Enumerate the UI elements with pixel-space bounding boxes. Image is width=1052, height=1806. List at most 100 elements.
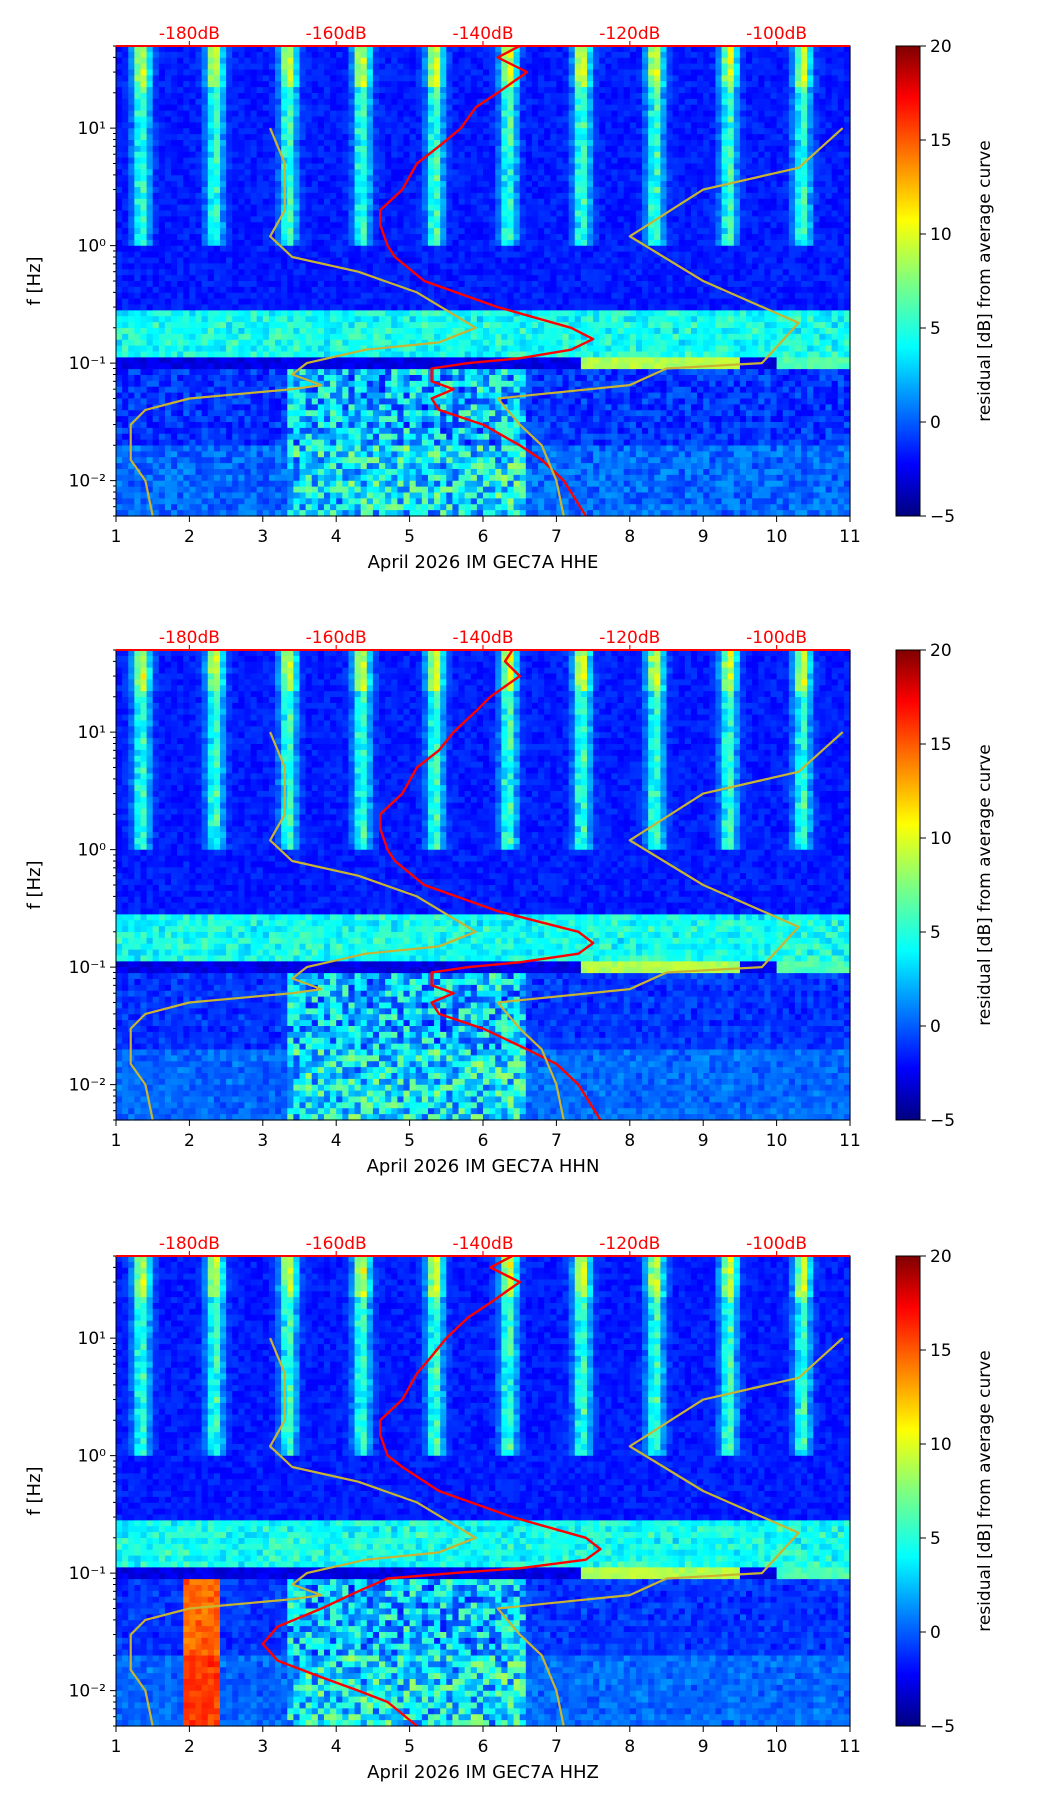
heatmap-cell — [122, 257, 129, 264]
heatmap-cell — [287, 175, 294, 182]
heatmap-cell — [244, 93, 252, 100]
heatmap-cell — [158, 128, 166, 135]
heatmap-cell — [721, 216, 729, 223]
heatmap-cell — [489, 157, 496, 165]
heatmap-cell — [507, 104, 515, 112]
heatmap-cell — [519, 57, 527, 65]
heatmap-cell — [684, 192, 692, 200]
heatmap-cell — [648, 98, 655, 106]
heatmap-cell — [678, 257, 686, 264]
heatmap-cell — [684, 216, 692, 223]
heatmap-cell — [660, 87, 668, 94]
heatmap-cell — [727, 122, 735, 129]
heatmap-cell — [421, 157, 429, 165]
heatmap-cell — [770, 222, 778, 229]
heatmap-cell — [195, 216, 203, 223]
heatmap-cell — [287, 81, 294, 88]
heatmap-cell — [330, 57, 337, 65]
heatmap-cell — [629, 116, 637, 123]
heatmap-cell — [635, 222, 643, 229]
heatmap-cell — [409, 275, 417, 282]
heatmap-cell — [831, 51, 839, 59]
heatmap-cell — [305, 69, 313, 76]
heatmap-cell — [635, 145, 643, 153]
heatmap-cell — [782, 192, 790, 200]
heatmap-cell — [268, 251, 276, 259]
heatmap-cell — [507, 151, 515, 159]
heatmap-cell — [452, 263, 460, 270]
heatmap-cell — [409, 81, 417, 88]
heatmap-cell — [825, 275, 833, 282]
heatmap-cell — [648, 222, 655, 229]
heatmap-cell — [519, 216, 527, 223]
heatmap-cell — [544, 257, 551, 264]
heatmap-cell — [421, 87, 429, 94]
heatmap-cell — [360, 192, 368, 200]
heatmap-cell — [690, 63, 698, 71]
heatmap-cell — [409, 98, 417, 106]
heatmap-cell — [379, 93, 386, 100]
heatmap-cell — [226, 116, 233, 123]
heatmap-cell — [666, 263, 674, 270]
heatmap-cell — [538, 51, 545, 59]
heatmap-cell — [158, 175, 166, 182]
heatmap-cell — [593, 57, 600, 65]
heatmap-cell — [177, 134, 184, 141]
heatmap-cell — [281, 210, 288, 217]
heatmap-cell — [464, 181, 472, 188]
heatmap-cell — [813, 128, 821, 135]
heatmap-cell — [544, 81, 551, 88]
heatmap-cell — [483, 93, 490, 100]
heatmap-cell — [599, 51, 606, 59]
heatmap-cell — [531, 181, 539, 188]
heatmap-cell — [513, 104, 521, 112]
heatmap-cell — [305, 116, 313, 123]
heatmap-cell — [189, 198, 197, 206]
heatmap-cell — [336, 234, 343, 241]
heatmap-cell — [299, 204, 307, 212]
heatmap-cell — [519, 140, 527, 147]
heatmap-cell — [593, 181, 600, 188]
heatmap-cell — [746, 169, 753, 176]
heatmap-cell — [623, 175, 631, 182]
heatmap-cell — [605, 46, 613, 53]
heatmap-cell — [122, 110, 129, 118]
heatmap-cell — [134, 192, 142, 200]
heatmap-cell — [195, 151, 203, 159]
heatmap-cell — [580, 110, 588, 118]
heatmap-cell — [232, 239, 239, 247]
heatmap-cell — [556, 286, 564, 294]
heatmap-cell — [642, 104, 649, 112]
heatmap-cell — [794, 210, 802, 217]
heatmap-cell — [232, 104, 239, 112]
heatmap-cell — [843, 169, 851, 176]
heatmap-cell — [348, 187, 356, 194]
heatmap-cell — [275, 169, 282, 176]
heatmap-cell — [843, 181, 851, 188]
heatmap-cell — [843, 269, 851, 276]
heatmap-cell — [648, 128, 655, 135]
heatmap-cell — [813, 163, 821, 170]
heatmap-cell — [464, 69, 472, 76]
heatmap-cell — [116, 110, 123, 118]
heatmap-cell — [770, 204, 778, 212]
heatmap-cell — [678, 128, 686, 135]
heatmap-cell — [195, 93, 203, 100]
heatmap-cell — [421, 46, 429, 53]
heatmap-cell — [544, 122, 551, 129]
heatmap-cell — [550, 216, 557, 223]
heatmap-cell — [599, 128, 606, 135]
heatmap-cell — [403, 69, 411, 76]
heatmap-cell — [593, 122, 600, 129]
heatmap-cell — [654, 81, 661, 88]
heatmap-cell — [146, 269, 154, 276]
heatmap-cell — [837, 75, 845, 82]
heatmap-cell — [238, 204, 246, 212]
heatmap-cell — [476, 275, 484, 282]
heatmap-cell — [275, 245, 282, 253]
heatmap-cell — [330, 104, 337, 112]
heatmap-cell — [770, 157, 778, 165]
heatmap-cell — [226, 181, 233, 188]
heatmap-cell — [501, 63, 509, 71]
heatmap-cell — [458, 151, 466, 159]
